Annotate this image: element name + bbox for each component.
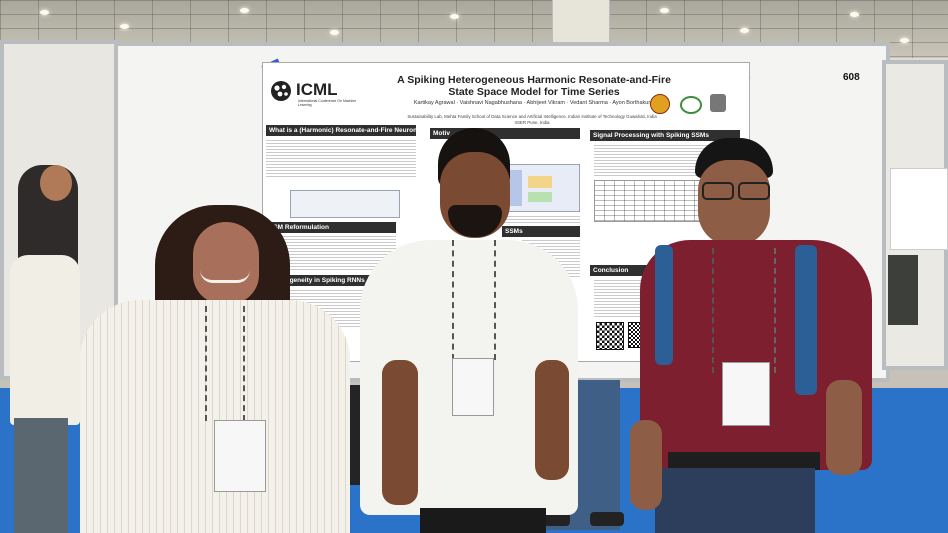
right-man-badge <box>722 362 770 426</box>
diagram-block <box>528 192 552 202</box>
qr-code <box>596 322 624 350</box>
ceiling-light <box>240 8 249 13</box>
ceiling-light <box>660 8 669 13</box>
belt <box>668 452 820 470</box>
right-poster <box>890 168 948 250</box>
diagram-block <box>510 170 522 206</box>
ceiling-light <box>850 12 859 17</box>
woman-smile <box>200 270 250 283</box>
section-header: SSMs <box>502 226 580 237</box>
man-arm <box>382 360 418 505</box>
background-person-shirt <box>10 255 80 425</box>
man-badge <box>452 358 494 416</box>
ceiling-light <box>740 28 749 33</box>
right-man-arm <box>630 420 662 510</box>
background-person-legs <box>14 418 68 533</box>
icml-logo-icon <box>271 81 291 101</box>
right-man-face <box>698 160 770 246</box>
right-man-arm <box>826 380 862 475</box>
ceiling-light <box>40 10 49 15</box>
woman-face <box>193 222 259 304</box>
woman-badge <box>214 420 266 492</box>
backpack-strap <box>655 245 673 365</box>
lab-logo-2 <box>710 94 726 112</box>
woman-striped-shirt <box>80 300 350 533</box>
right-man-lanyard <box>712 248 776 373</box>
glasses-icon <box>738 182 770 200</box>
institution-logo <box>650 94 670 114</box>
lab-logo <box>680 96 702 114</box>
section-header: Heterogeneity in Spiking RNNs <box>266 275 376 286</box>
poster-affiliation-2: IISER Pune, India <box>514 120 550 125</box>
ceiling-light <box>450 14 459 19</box>
ceiling-light <box>330 30 339 35</box>
man-lanyard <box>452 240 496 360</box>
background-person-head <box>40 165 72 201</box>
ceiling-light <box>120 24 129 29</box>
diagram-block <box>528 176 552 188</box>
figure-caption <box>502 214 580 224</box>
background-shoe <box>540 512 570 526</box>
man-pants <box>420 508 546 533</box>
backpack-strap <box>795 245 817 395</box>
icml-subtitle: International Conference On Machine Lear… <box>298 99 357 107</box>
section-figure <box>290 190 400 218</box>
section-text <box>266 138 416 178</box>
section-header: What is a (Harmonic) Resonate-and-Fire N… <box>266 125 416 136</box>
results-table <box>594 180 706 222</box>
section-header: Motiv <box>430 128 580 139</box>
poster-authors: Kartikay Agrawal · Vaishnavi Nagabhushan… <box>413 100 651 106</box>
section-header: Conclusion <box>590 265 650 276</box>
woman-lanyard <box>205 306 245 421</box>
background-person <box>888 255 918 325</box>
icml-logo-text: ICML <box>296 80 338 99</box>
man-arm <box>535 360 569 480</box>
glasses-icon <box>702 182 734 200</box>
background-shoe <box>590 512 624 526</box>
section-header: Signal Processing with Spiking SSMs <box>590 130 740 141</box>
jeans <box>655 468 815 533</box>
poster-title: A Spiking Heterogeneous Harmonic Resonat… <box>397 74 671 98</box>
board-number: 608 <box>843 72 860 83</box>
ceiling-light <box>900 38 909 43</box>
section-header: SSM Reformulation <box>266 222 396 233</box>
poster-affiliation: Sustainability Lab, Mehta Family School … <box>407 114 657 119</box>
